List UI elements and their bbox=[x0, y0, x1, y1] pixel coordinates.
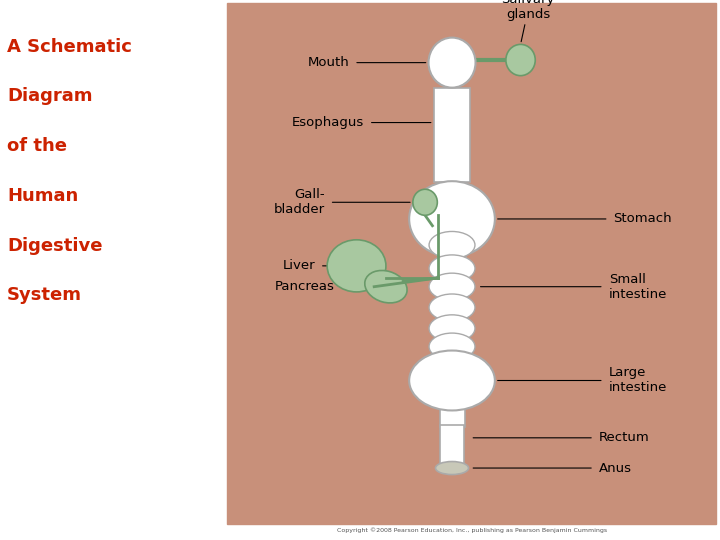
Ellipse shape bbox=[429, 294, 475, 321]
Text: Gall-
bladder: Gall- bladder bbox=[274, 188, 325, 217]
Text: of the: of the bbox=[7, 137, 67, 155]
Circle shape bbox=[506, 44, 535, 76]
Text: Copyright ©2008 Pearson Education, Inc., publishing as Pearson Benjamin Cummings: Copyright ©2008 Pearson Education, Inc.,… bbox=[336, 528, 607, 533]
Ellipse shape bbox=[409, 181, 495, 256]
Text: Large
intestine: Large intestine bbox=[608, 367, 667, 395]
Ellipse shape bbox=[429, 315, 475, 342]
Text: Esophagus: Esophagus bbox=[292, 116, 364, 129]
Text: Anus: Anus bbox=[599, 462, 632, 475]
Text: Rectum: Rectum bbox=[599, 431, 649, 444]
Bar bbox=[439, 405, 464, 427]
Ellipse shape bbox=[429, 255, 475, 282]
Circle shape bbox=[428, 38, 475, 87]
Ellipse shape bbox=[327, 240, 386, 292]
Text: Salivary
glands: Salivary glands bbox=[501, 0, 554, 21]
Text: Diagram: Diagram bbox=[7, 87, 93, 105]
Ellipse shape bbox=[409, 350, 495, 410]
Ellipse shape bbox=[429, 273, 475, 300]
Text: Pancreas: Pancreas bbox=[274, 280, 335, 293]
Text: System: System bbox=[7, 286, 82, 304]
Ellipse shape bbox=[365, 271, 407, 303]
Text: Mouth: Mouth bbox=[307, 56, 349, 69]
Ellipse shape bbox=[436, 462, 469, 475]
Ellipse shape bbox=[429, 333, 475, 360]
Text: Digestive: Digestive bbox=[7, 237, 103, 254]
Bar bbox=[438, 256, 466, 357]
Bar bbox=[433, 87, 470, 183]
Text: Liver: Liver bbox=[282, 259, 315, 272]
Circle shape bbox=[413, 189, 437, 215]
Bar bbox=[440, 425, 464, 464]
Text: Human: Human bbox=[7, 187, 78, 205]
Text: Stomach: Stomach bbox=[613, 212, 672, 226]
Text: Small
intestine: Small intestine bbox=[608, 273, 667, 301]
Text: A Schematic: A Schematic bbox=[7, 38, 132, 56]
Ellipse shape bbox=[429, 232, 475, 259]
